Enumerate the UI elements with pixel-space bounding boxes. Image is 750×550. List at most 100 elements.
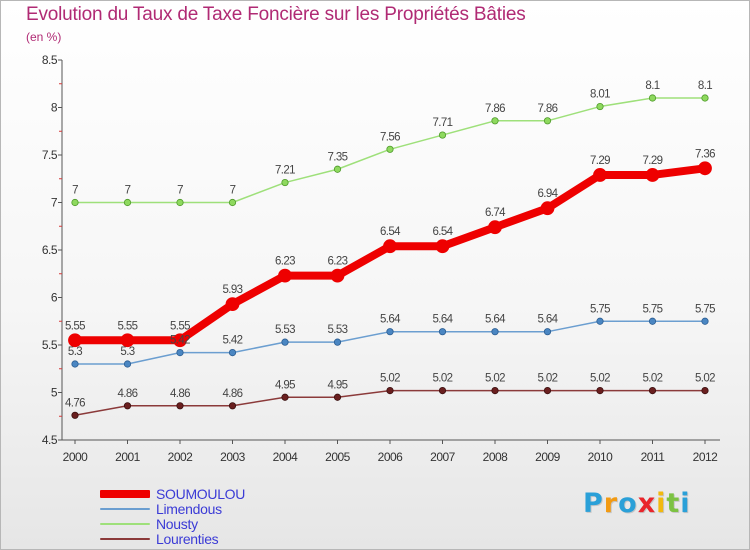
x-tick-label: 2005 [325, 450, 351, 464]
data-point-limendous [123, 360, 132, 368]
data-label-nousty: 7 [125, 185, 131, 197]
data-label-limendous: 5.75 [643, 303, 663, 315]
data-point-nousty [386, 145, 394, 153]
data-label-limendous: 5.75 [695, 303, 715, 315]
data-label-limendous: 5.64 [485, 314, 506, 326]
logo-letter: P [583, 488, 604, 519]
data-point-nousty [701, 94, 709, 102]
data-label-nousty: 7.86 [485, 103, 505, 115]
legend-label: Lourenties [156, 531, 219, 547]
data-point-soumoulou [488, 220, 502, 235]
data-label-lourenties: 4.86 [223, 388, 243, 400]
y-tick-label: 6 [51, 291, 58, 305]
data-point-nousty [281, 178, 289, 187]
data-label-limendous: 5.3 [120, 346, 134, 358]
data-point-lourenties [228, 402, 237, 410]
legend-swatch [100, 508, 150, 510]
data-label-nousty: 7 [230, 185, 236, 197]
data-label-limendous: 5.42 [223, 335, 243, 347]
data-point-limendous [228, 348, 237, 357]
data-label-soumoulou: 6.23 [328, 256, 348, 268]
logo-letter: t [666, 488, 681, 519]
data-point-soumoulou [120, 333, 135, 348]
data-label-nousty: 7.71 [433, 117, 453, 129]
data-point-limendous [71, 360, 79, 368]
data-label-limendous: 5.42 [170, 335, 190, 347]
x-tick-label: 2010 [588, 450, 614, 464]
data-point-nousty [228, 198, 237, 207]
data-label-limendous: 5.75 [590, 303, 610, 315]
logo-letter: i [656, 488, 667, 519]
data-point-lourenties [386, 386, 394, 395]
data-point-limendous [543, 328, 552, 336]
data-point-nousty [71, 198, 79, 207]
data-point-lourenties [123, 402, 132, 410]
data-label-soumoulou: 7.36 [695, 148, 715, 160]
data-label-soumoulou: 5.93 [223, 284, 243, 296]
logo-letter: x [637, 488, 657, 519]
data-label-nousty: 7.86 [538, 103, 558, 115]
chart-title: Evolution du Taux de Taxe Foncière sur l… [26, 4, 526, 25]
x-tick-label: 2012 [693, 450, 719, 464]
y-tick-label: 7 [51, 196, 58, 210]
data-point-lourenties [438, 386, 447, 395]
data-label-soumoulou: 6.94 [538, 188, 559, 200]
logo-letter: i [680, 488, 691, 519]
data-label-limendous: 5.64 [538, 314, 559, 326]
data-label-soumoulou: 7.29 [643, 155, 663, 167]
x-tick-label: 2003 [220, 450, 246, 464]
y-tick-label: 8.5 [42, 53, 58, 67]
data-point-soumoulou [435, 239, 450, 254]
legend-swatch [100, 538, 150, 540]
data-point-lourenties [648, 386, 657, 395]
logo-letter: o [618, 488, 638, 519]
x-tick-label: 2001 [115, 450, 141, 464]
data-label-soumoulou: 5.55 [65, 320, 85, 332]
data-label-limendous: 5.53 [328, 324, 348, 336]
data-label-nousty: 7.35 [328, 151, 348, 163]
data-point-lourenties [176, 402, 184, 410]
data-label-limendous: 5.64 [380, 314, 401, 326]
y-tick-label: 5.5 [42, 338, 58, 352]
x-tick-label: 2011 [641, 450, 666, 464]
data-point-nousty [596, 102, 604, 111]
data-point-soumoulou [645, 168, 660, 182]
x-tick-label: 2002 [168, 450, 194, 464]
data-label-soumoulou: 6.23 [275, 256, 295, 268]
data-point-soumoulou [173, 333, 187, 348]
legend-label: SOUMOULOU [156, 486, 246, 502]
data-point-limendous [333, 338, 342, 346]
data-point-soumoulou [540, 201, 555, 216]
data-label-soumoulou: 6.54 [433, 226, 454, 238]
x-tick-label: 2004 [273, 450, 299, 464]
data-point-limendous [491, 328, 499, 336]
data-label-nousty: 7 [177, 185, 183, 197]
data-point-nousty [123, 198, 132, 207]
data-point-nousty [333, 165, 342, 173]
data-point-limendous [701, 317, 709, 325]
data-label-lourenties: 5.02 [433, 373, 453, 385]
data-label-lourenties: 5.02 [538, 373, 558, 385]
data-point-limendous [281, 338, 289, 346]
data-point-lourenties [701, 386, 709, 395]
data-point-soumoulou [68, 333, 82, 348]
y-tick-label: 5 [51, 386, 58, 400]
data-point-limendous [596, 317, 604, 325]
data-point-limendous [648, 317, 657, 325]
data-label-nousty: 7.56 [380, 131, 400, 143]
x-tick-label: 2000 [63, 450, 89, 464]
data-label-nousty: 8.1 [698, 80, 712, 92]
data-label-soumoulou: 6.74 [485, 207, 506, 219]
x-tick-label: 2007 [430, 450, 456, 464]
proxiti-logo: Proxiti [583, 488, 691, 519]
data-label-lourenties: 4.86 [118, 388, 138, 400]
data-label-lourenties: 4.86 [170, 388, 190, 400]
data-label-soumoulou: 6.54 [380, 226, 401, 238]
y-tick-label: 7.5 [42, 148, 58, 162]
data-point-limendous [386, 328, 394, 336]
data-label-nousty: 7.21 [275, 165, 295, 177]
data-point-nousty [438, 131, 447, 139]
data-point-lourenties [71, 411, 79, 419]
data-label-soumoulou: 5.55 [170, 320, 190, 332]
